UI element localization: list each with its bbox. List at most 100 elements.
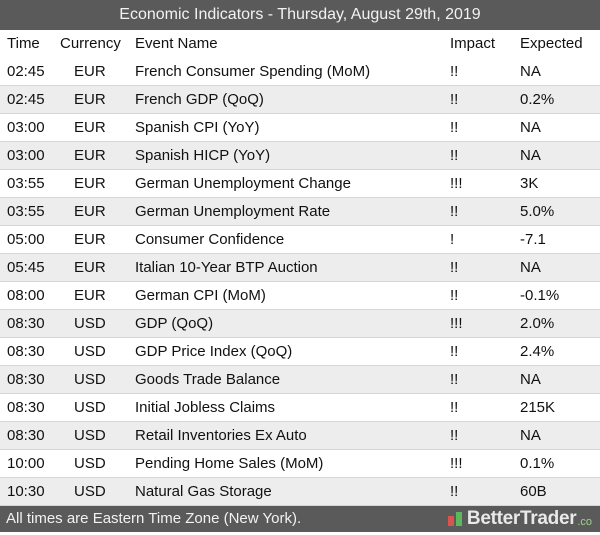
row-impact: !!! <box>450 315 463 332</box>
row-time: 02:45 <box>7 63 45 80</box>
row-currency: EUR <box>74 63 106 80</box>
row-expected: 0.2% <box>520 91 555 108</box>
table-row: 03:00 EUR Spanish HICP (YoY)!! NA <box>0 142 600 170</box>
row-currency: EUR <box>74 203 106 220</box>
row-time: 05:45 <box>7 259 45 276</box>
row-impact: !! <box>450 483 459 500</box>
row-time: 03:55 <box>7 203 45 220</box>
row-currency: EUR <box>74 231 106 248</box>
table-row: 08:30 USD Goods Trade Balance!! NA <box>0 366 600 394</box>
row-currency: USD <box>74 315 106 332</box>
column-header-expected: Expected <box>520 35 583 52</box>
table-row: 02:45 EUR French GDP (QoQ)!! 0.2% <box>0 86 600 114</box>
column-header-event: Event Name <box>135 35 218 52</box>
table-row: 05:00 EUR Consumer Confidence! -7.1 <box>0 226 600 254</box>
row-impact: !! <box>450 399 459 416</box>
row-currency: EUR <box>74 147 106 164</box>
row-currency: EUR <box>74 91 106 108</box>
row-time: 03:55 <box>7 175 45 192</box>
row-time: 10:30 <box>7 483 45 500</box>
row-time: 08:30 <box>7 427 45 444</box>
row-impact: !! <box>450 427 459 444</box>
table-row: 03:55 EUR German Unemployment Change!!! 3K <box>0 170 600 198</box>
table-row: 08:30 USD Initial Jobless Claims!! 215K <box>0 394 600 422</box>
table-row: 02:45 EUR French Consumer Spending (MoM)!!… <box>0 58 600 86</box>
row-event-name: Pending Home Sales (MoM) <box>135 455 324 472</box>
row-impact: !! <box>450 119 459 136</box>
row-time: 08:00 <box>7 287 45 304</box>
brand-logo: BetterTrader .co <box>447 506 592 532</box>
row-impact: ! <box>450 231 455 248</box>
table-row: 03:00 EUR Spanish CPI (YoY)!! NA <box>0 114 600 142</box>
row-currency: USD <box>74 371 106 388</box>
brand-suffix: .co <box>577 516 592 528</box>
row-expected: 3K <box>520 175 539 192</box>
row-currency: EUR <box>74 175 106 192</box>
brand-name: BetterTrader <box>466 508 577 529</box>
row-currency: USD <box>74 343 106 360</box>
row-event-name: GDP (QoQ) <box>135 315 214 332</box>
row-expected: 0.1% <box>520 455 555 472</box>
table-row: 08:30 USD GDP (QoQ)!!! 2.0% <box>0 310 600 338</box>
indicator-table-body: 02:45 EUR French Consumer Spending (MoM)!!… <box>0 58 600 506</box>
row-expected: 2.0% <box>520 315 555 332</box>
column-header-impact: Impact <box>450 35 496 52</box>
row-time: 08:30 <box>7 343 45 360</box>
row-expected: NA <box>520 371 541 388</box>
row-impact: !! <box>450 147 459 164</box>
row-expected: NA <box>520 427 541 444</box>
table-row: 08:30 USD GDP Price Index (QoQ)!! 2.4% <box>0 338 600 366</box>
column-header-currency: Currency <box>60 35 121 52</box>
row-event-name: Consumer Confidence <box>135 231 285 248</box>
row-event-name: Retail Inventories Ex Auto <box>135 427 307 444</box>
row-impact: !! <box>450 287 459 304</box>
row-time: 03:00 <box>7 147 45 164</box>
row-impact: !!! <box>450 175 463 192</box>
table-title: Economic Indicators - Thursday, August 2… <box>0 0 600 30</box>
row-time: 02:45 <box>7 91 45 108</box>
table-row: 08:30 USD Retail Inventories Ex Auto!! NA <box>0 422 600 450</box>
row-expected: NA <box>520 119 541 136</box>
column-header-time: Time <box>7 35 40 52</box>
row-impact: !! <box>450 91 459 108</box>
table-row: 10:30 USD Natural Gas Storage!! 60B <box>0 478 600 506</box>
bettertrader-logo-icon <box>447 512 462 526</box>
row-event-name: Natural Gas Storage <box>135 483 272 500</box>
row-impact: !! <box>450 371 459 388</box>
row-event-name: GDP Price Index (QoQ) <box>135 343 293 360</box>
table-row: 08:00 EUR German CPI (MoM)!! -0.1% <box>0 282 600 310</box>
row-event-name: French GDP (QoQ) <box>135 91 264 108</box>
row-expected: 2.4% <box>520 343 555 360</box>
row-expected: 60B <box>520 483 547 500</box>
row-event-name: German Unemployment Change <box>135 175 351 192</box>
row-impact: !!! <box>450 455 463 472</box>
row-event-name: Spanish CPI (YoY) <box>135 119 260 136</box>
row-event-name: German CPI (MoM) <box>135 287 266 304</box>
row-expected: NA <box>520 147 541 164</box>
table-row: 05:45 EUR Italian 10-Year BTP Auction!! NA <box>0 254 600 282</box>
row-event-name: Spanish HICP (YoY) <box>135 147 271 164</box>
row-expected: NA <box>520 259 541 276</box>
row-currency: USD <box>74 427 106 444</box>
row-currency: USD <box>74 483 106 500</box>
row-expected: -7.1 <box>520 231 546 248</box>
row-impact: !! <box>450 343 459 360</box>
row-impact: !! <box>450 203 459 220</box>
row-time: 08:30 <box>7 371 45 388</box>
row-event-name: Goods Trade Balance <box>135 371 281 388</box>
row-time: 05:00 <box>7 231 45 248</box>
row-event-name: Initial Jobless Claims <box>135 399 276 416</box>
row-expected: -0.1% <box>520 287 560 304</box>
row-time: 08:30 <box>7 399 45 416</box>
row-expected: 215K <box>520 399 556 416</box>
row-time: 10:00 <box>7 455 45 472</box>
row-expected: NA <box>520 63 541 80</box>
row-currency: EUR <box>74 259 106 276</box>
column-header-row: Time Currency Event Name Impact Expected <box>0 30 600 59</box>
footer-bar: All times are Eastern Time Zone (New Yor… <box>0 506 600 532</box>
row-event-name: Italian 10-Year BTP Auction <box>135 259 318 276</box>
row-currency: EUR <box>74 119 106 136</box>
row-impact: !! <box>450 259 459 276</box>
row-event-name: German Unemployment Rate <box>135 203 331 220</box>
row-impact: !! <box>450 63 459 80</box>
